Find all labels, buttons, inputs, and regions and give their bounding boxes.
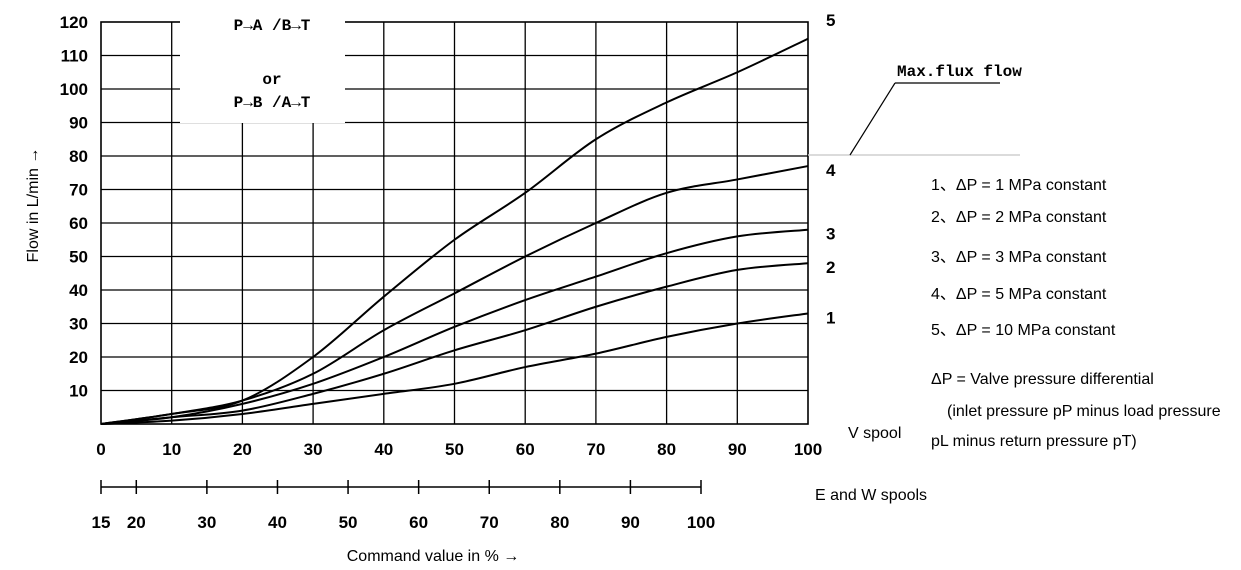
secondary-tick-label: 60 xyxy=(409,513,428,532)
secondary-tick-label: 80 xyxy=(550,513,569,532)
y-tick-label: 20 xyxy=(69,348,88,367)
secondary-tick-label: 20 xyxy=(127,513,146,532)
legend-note: pL minus return pressure pT) xyxy=(931,433,1137,450)
series-end-label-2: 2 xyxy=(826,258,835,277)
secondary-tick-label: 90 xyxy=(621,513,640,532)
flow-direction-line3: P→B /A→T xyxy=(234,94,311,112)
series-end-label-3: 3 xyxy=(826,225,835,244)
secondary-tick-label: 15 xyxy=(92,513,111,532)
y-tick-label: 10 xyxy=(69,382,88,401)
legend-item: 2、ΔP = 2 MPa constant xyxy=(931,209,1107,226)
legend-item: 1、ΔP = 1 MPa constant xyxy=(931,177,1107,194)
x-tick-label: 50 xyxy=(445,440,464,459)
x-tick-label: 70 xyxy=(586,440,605,459)
max-flux-label: Max.flux flow xyxy=(897,63,1022,81)
ew-spool-label: E and W spools xyxy=(815,487,927,504)
legend: 1、ΔP = 1 MPa constant 2、ΔP = 2 MPa consta… xyxy=(931,177,1221,450)
secondary-tick-label: 70 xyxy=(480,513,499,532)
flow-direction-line2: or xyxy=(262,71,281,89)
legend-note: (inlet pressure pP minus load pressure xyxy=(947,403,1221,420)
y-tick-label: 40 xyxy=(69,281,88,300)
secondary-tick-label: 30 xyxy=(197,513,216,532)
x-tick-label: 40 xyxy=(374,440,393,459)
series-end-label-5: 5 xyxy=(826,11,835,30)
series-end-label-4: 4 xyxy=(826,161,836,180)
y-tick-label: 30 xyxy=(69,315,88,334)
x-tick-label: 100 xyxy=(794,440,822,459)
y-tick-label: 80 xyxy=(69,147,88,166)
flow-direction-line1: P→A /B→T xyxy=(234,17,311,35)
x-tick-label: 90 xyxy=(728,440,747,459)
y-tick-label: 110 xyxy=(61,47,88,66)
series-lines xyxy=(100,37,809,425)
legend-item: 5、ΔP = 10 MPa constant xyxy=(931,322,1116,339)
series-line-3 xyxy=(100,228,809,425)
x-tick-label: 20 xyxy=(233,440,252,459)
legend-item: 3、ΔP = 3 MPa constant xyxy=(931,249,1107,266)
secondary-x-axis: 15 20 30 40 50 60 70 80 90 100 xyxy=(92,480,715,532)
y-tick-label: 100 xyxy=(60,80,88,99)
series-line-1 xyxy=(100,312,809,425)
series-line-4 xyxy=(100,165,809,425)
x-tick-label: 10 xyxy=(162,440,181,459)
y-tick-label: 50 xyxy=(69,248,88,267)
y-tick-label: 120 xyxy=(60,13,88,32)
y-tick-label: 60 xyxy=(69,214,88,233)
legend-item: 4、ΔP = 5 MPa constant xyxy=(931,286,1107,303)
x-tick-label: 0 xyxy=(96,440,105,459)
v-spool-label: V spool xyxy=(848,425,901,442)
series-line-2 xyxy=(100,262,809,425)
secondary-tick-label: 50 xyxy=(339,513,358,532)
series-end-labels: 1 2 3 4 5 xyxy=(826,11,836,327)
y-tick-labels: 10 20 30 40 50 60 70 80 90 100 110 120 xyxy=(60,13,88,401)
y-axis-label: Flow in L/min → xyxy=(25,148,42,263)
x-tick-label: 80 xyxy=(657,440,676,459)
y-tick-label: 70 xyxy=(69,181,88,200)
max-flux-pointer xyxy=(849,82,896,156)
secondary-tick-label: 40 xyxy=(268,513,287,532)
x-tick-label: 60 xyxy=(516,440,535,459)
series-line-5 xyxy=(100,37,809,425)
x-axis-label: Command value in % → xyxy=(347,548,520,565)
secondary-tick-label: 100 xyxy=(687,513,715,532)
x-tick-label: 30 xyxy=(304,440,323,459)
legend-note: ΔP = Valve pressure differential xyxy=(931,371,1154,388)
flow-direction-box xyxy=(180,5,345,123)
series-end-label-1: 1 xyxy=(826,308,835,327)
y-tick-label: 90 xyxy=(69,114,88,133)
x-tick-labels: 0 10 20 30 40 50 60 70 80 90 100 xyxy=(96,440,822,459)
